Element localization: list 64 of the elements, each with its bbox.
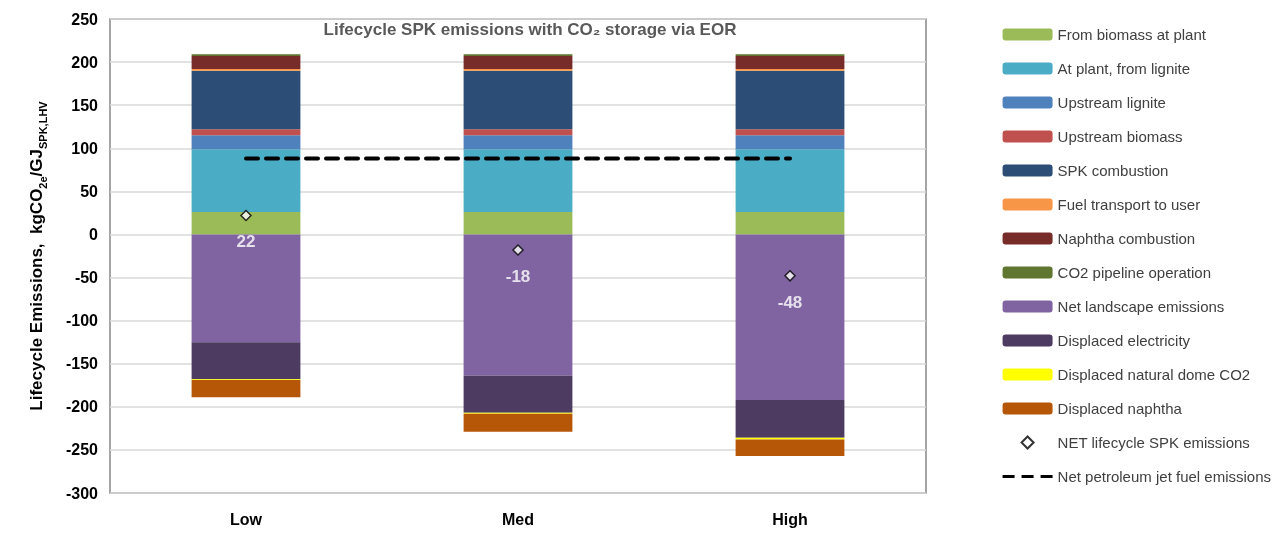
bar — [735, 234, 845, 400]
y-tick-label: 0 — [89, 225, 99, 243]
bar — [735, 439, 845, 456]
legend-label: Upstream biomass — [1057, 128, 1183, 145]
legend-label: CO2 pipeline operation — [1057, 264, 1212, 281]
bar — [191, 149, 301, 213]
point — [784, 270, 796, 282]
bar — [463, 212, 573, 235]
legend-label: Net landscape emissions — [1057, 298, 1225, 315]
y-tick-label: 100 — [71, 139, 99, 157]
legend-label: At plant, from lignite — [1057, 60, 1191, 77]
bar — [463, 413, 573, 432]
y-tick-label: 250 — [71, 10, 99, 28]
data-label: 22 — [236, 232, 256, 252]
bar — [463, 234, 573, 376]
x-tick-label: Low — [230, 510, 263, 528]
bar — [191, 234, 301, 343]
legend-label: Fuel transport to user — [1057, 196, 1201, 213]
y-tick-label: -100 — [65, 312, 99, 330]
bar — [191, 56, 301, 69]
x-tick-label: Med — [502, 510, 534, 528]
y-tick-label: -250 — [65, 441, 99, 459]
x-tick-label: High — [772, 510, 808, 528]
bar — [463, 129, 573, 136]
bar — [735, 212, 845, 235]
legend-label: Displaced electricity — [1057, 332, 1191, 349]
bar — [735, 56, 845, 69]
y-tick-label: -200 — [65, 398, 99, 416]
bar — [735, 70, 845, 130]
bar — [463, 135, 573, 150]
bar — [463, 375, 573, 413]
legend-label: Net petroleum jet fuel emissions — [1057, 468, 1272, 485]
bar — [191, 342, 301, 380]
y-tick-label: 150 — [71, 96, 99, 114]
bar — [191, 129, 301, 136]
y-tick-label: 50 — [80, 182, 99, 200]
legend-label: NET lifecycle SPK emissions — [1057, 434, 1250, 451]
legend-label: From biomass at plant — [1057, 26, 1207, 43]
point — [240, 209, 252, 222]
data-label: -48 — [777, 292, 803, 312]
y-tick-label: 200 — [71, 53, 99, 71]
y-tick-label: -50 — [74, 269, 99, 287]
point — [512, 244, 524, 256]
bar — [191, 135, 301, 150]
bar — [191, 70, 301, 130]
bar — [463, 56, 573, 69]
bar — [735, 135, 845, 150]
y-axis-title: Lifecycle Emissions, kgCO2e/GJSPK,LHV — [26, 100, 49, 411]
legend-label: SPK combustion — [1057, 162, 1169, 179]
legend-label: Naphtha combustion — [1057, 230, 1196, 247]
bar — [735, 399, 845, 438]
legend-label: Displaced natural dome CO2 — [1057, 366, 1251, 383]
data-label: -18 — [505, 266, 531, 286]
bar — [463, 149, 573, 213]
y-tick-label: -300 — [65, 484, 99, 502]
bar — [463, 70, 573, 130]
y-tick-label: -150 — [65, 355, 99, 373]
bar — [191, 212, 301, 235]
legend-label: Displaced naphtha — [1057, 400, 1183, 417]
legend-label: Upstream lignite — [1057, 94, 1166, 111]
bar — [735, 149, 845, 213]
chart-title: Lifecycle SPK emissions with CO₂ storage via EOR — [323, 20, 737, 39]
bar — [191, 380, 301, 398]
bar — [735, 129, 845, 136]
